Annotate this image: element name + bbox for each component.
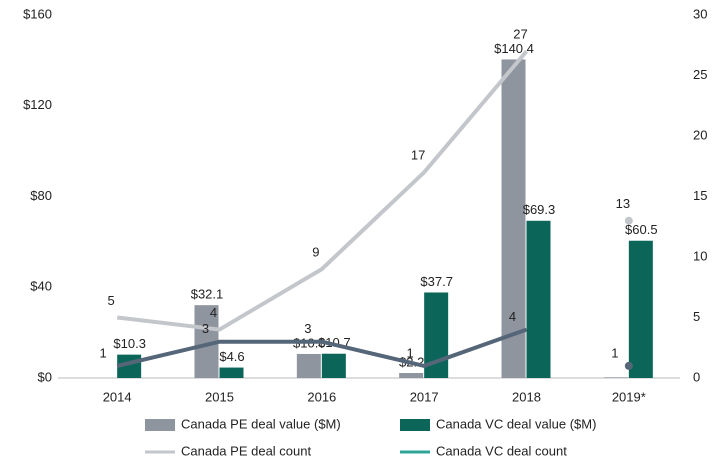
legend-swatch — [145, 419, 175, 431]
bar-value-label: $4.6 — [219, 349, 244, 364]
line-value-label: 3 — [304, 321, 311, 336]
bar-value-label: $69.3 — [523, 202, 556, 217]
bar-value-label: $37.7 — [420, 274, 453, 289]
legend-label: Canada VC deal value ($M) — [436, 416, 596, 431]
line — [116, 327, 528, 368]
legend-label: Canada VC deal count — [436, 443, 567, 458]
x-tick-label: 2019* — [612, 389, 646, 404]
bar — [501, 59, 526, 378]
line-value-label: 9 — [312, 245, 319, 260]
bar — [603, 377, 628, 378]
line-value-label: 17 — [411, 148, 425, 163]
line-value-label: 13 — [616, 196, 630, 211]
line-value-label: 4 — [509, 309, 516, 324]
line — [116, 50, 529, 332]
y-tick-label: $0 — [38, 369, 52, 384]
bar — [296, 353, 321, 378]
line-value-label: 5 — [108, 293, 115, 308]
y2-tick-label: 0 — [693, 369, 700, 384]
x-tick-label: 2016 — [307, 389, 336, 404]
y-tick-label: $120 — [23, 97, 52, 112]
line-value-label: 27 — [513, 27, 527, 42]
bar — [321, 353, 346, 378]
bar — [526, 220, 551, 378]
bar — [219, 367, 244, 378]
y2-tick-label: 5 — [693, 309, 700, 324]
bar-value-label: $140.4 — [494, 41, 534, 56]
bar — [399, 373, 424, 378]
y-tick-label: $160 — [23, 6, 52, 21]
x-tick-label: 2017 — [410, 389, 439, 404]
legend-swatch — [400, 419, 430, 431]
y2-tick-label: 15 — [693, 188, 707, 203]
y2-tick-label: 25 — [693, 67, 707, 82]
bar-value-label: $32.1 — [191, 287, 224, 302]
y-tick-label: $40 — [30, 279, 52, 294]
x-tick-label: 2018 — [512, 389, 541, 404]
line-value-label: 1 — [100, 345, 107, 360]
line-value-label: 1 — [407, 345, 414, 360]
legend-label: Canada PE deal value ($M) — [181, 416, 341, 431]
line-point — [624, 216, 633, 225]
line-value-label: 4 — [210, 305, 217, 320]
y2-tick-label: 10 — [693, 248, 707, 263]
y2-tick-label: 20 — [693, 127, 707, 142]
line-value-label: 1 — [611, 345, 618, 360]
x-tick-label: 2014 — [103, 389, 132, 404]
y2-tick-label: 30 — [693, 6, 707, 21]
bar-value-label: $10.3 — [113, 336, 146, 351]
line-value-label: 3 — [202, 321, 209, 336]
x-tick-label: 2015 — [205, 389, 234, 404]
bar — [628, 240, 653, 378]
bar-value-label: $60.5 — [625, 222, 658, 237]
y-tick-label: $80 — [30, 188, 52, 203]
line-point — [624, 361, 633, 370]
legend-label: Canada PE deal count — [181, 443, 311, 458]
